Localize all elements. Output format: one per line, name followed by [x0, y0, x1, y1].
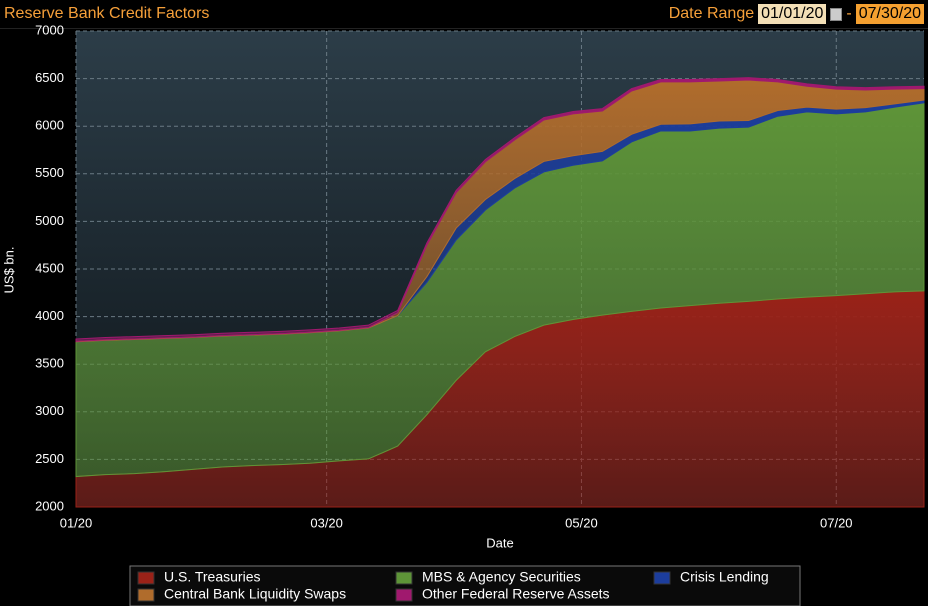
x-axis-label: Date	[486, 535, 513, 550]
range-separator: -	[846, 5, 852, 22]
legend	[129, 565, 801, 606]
area	[75, 77, 925, 342]
x-tick-label: 01/20	[60, 515, 93, 530]
legend-swatch	[653, 571, 671, 585]
y-tick-label: 7000	[35, 22, 64, 37]
end-date-field[interactable]: 07/30/20	[855, 4, 924, 24]
y-tick-label: 4000	[35, 308, 64, 323]
legend-swatch	[395, 588, 413, 602]
y-tick-label: 2500	[35, 451, 64, 466]
legend-label: Central Bank Liquidity Swaps	[164, 586, 346, 602]
legend-label: MBS & Agency Securities	[422, 569, 581, 585]
x-tick-label: 05/20	[565, 515, 598, 530]
y-tick-label: 6500	[35, 70, 64, 85]
legend-swatch	[395, 571, 413, 585]
y-tick-label: 4500	[35, 260, 64, 275]
y-tick-label: 6000	[35, 118, 64, 133]
y-tick-label: 3000	[35, 403, 64, 418]
date-range-label: Date Range	[668, 5, 755, 22]
legend-label: Crisis Lending	[680, 569, 769, 585]
y-tick-label: 5500	[35, 165, 64, 180]
date-range: Date Range 01/01/20 - 07/30/20	[669, 4, 924, 24]
y-tick-label: 3500	[35, 356, 64, 371]
start-date-field[interactable]: 01/01/20	[758, 4, 827, 24]
chart-title: Reserve Bank Credit Factors	[4, 5, 210, 22]
header-bar: Reserve Bank Credit Factors Date Range 0…	[0, 0, 928, 29]
x-tick-label: 03/20	[310, 515, 343, 530]
legend-label: Other Federal Reserve Assets	[422, 586, 610, 602]
legend-swatch	[137, 571, 155, 585]
x-tick-label: 07/20	[820, 515, 853, 530]
y-axis-label: US$ bn.	[1, 247, 16, 294]
legend-label: U.S. Treasuries	[164, 569, 260, 585]
y-tick-label: 5000	[35, 213, 64, 228]
legend-swatch	[137, 588, 155, 602]
calendar-button[interactable]	[830, 7, 843, 21]
y-tick-label: 2000	[35, 498, 64, 513]
